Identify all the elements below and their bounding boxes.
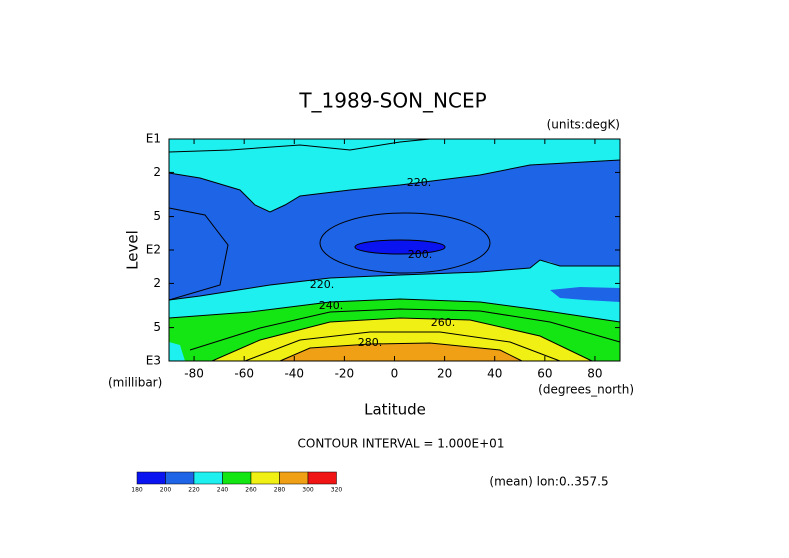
footnote: (mean) lon:0..357.5 [489, 475, 608, 489]
contour-line [168, 259, 620, 301]
y-tick-label: 2 [153, 276, 161, 290]
y-tick-label: 5 [153, 320, 161, 334]
x-tick-label: -40 [284, 367, 304, 381]
colorbar-box [222, 471, 252, 485]
x-tick-label: -20 [335, 367, 355, 381]
contour-line [211, 317, 593, 362]
y-unit-label: (millibar) [108, 376, 162, 390]
contour-line [168, 298, 621, 323]
colorbar-box [193, 471, 223, 485]
contour-line [168, 138, 431, 153]
x-tick-label: 20 [437, 367, 452, 381]
contour-label: 280. [358, 336, 383, 349]
colorbar-label: 280 [274, 487, 286, 494]
units-label: (units:degK) [547, 118, 620, 132]
contour-line [279, 342, 523, 362]
band [280, 343, 522, 361]
contour-line [354, 239, 446, 255]
colorbar-box [307, 471, 337, 485]
contour-line [168, 159, 621, 213]
colorbar-box [165, 471, 195, 485]
x-unit-label: (degrees_north) [538, 383, 634, 397]
contour-label: 260. [431, 316, 456, 329]
colorbar-label: 200 [160, 487, 172, 494]
x-tick-label: 60 [537, 367, 552, 381]
x-tick-label: -60 [234, 367, 254, 381]
contour-line [168, 207, 229, 301]
colorbar-label: 240 [217, 487, 229, 494]
y-tick-label: 2 [153, 165, 161, 179]
band [169, 139, 620, 212]
colorbar-box [279, 471, 309, 485]
x-tick-label: 80 [587, 367, 602, 381]
x-tick-label: 0 [391, 367, 399, 381]
contour-label: 220. [407, 176, 432, 189]
y-axis-label: Level [124, 230, 142, 270]
colorbar-box [136, 471, 166, 485]
contour-interval: CONTOUR INTERVAL = 1.000E+01 [298, 437, 505, 451]
contour-label: 220. [310, 278, 335, 291]
contour-line [189, 308, 621, 351]
contour-label: 240. [319, 299, 344, 312]
colorbar-label: 300 [302, 487, 314, 494]
y-tick-label: 5 [153, 209, 161, 223]
contour-line [319, 212, 491, 274]
y-tick-label: E1 [146, 132, 161, 146]
band [355, 240, 445, 254]
contour-line [244, 331, 561, 362]
y-tick-label: E2 [146, 243, 161, 257]
x-axis-label: Latitude [364, 401, 426, 419]
colorbar-box [250, 471, 280, 485]
plot-area: 220. 200. 220. 240. 260. 280. [168, 138, 621, 362]
chart-title: T_1989-SON_NCEP [298, 89, 486, 113]
y-tick-label: E3 [146, 354, 161, 368]
colorbar-label: 260 [245, 487, 257, 494]
x-tick-label: 40 [487, 367, 502, 381]
colorbar-label: 320 [331, 487, 343, 494]
band [550, 287, 620, 302]
contour-label: 200. [408, 248, 433, 261]
colorbar-label: 180 [131, 487, 143, 494]
x-tick-label: -80 [184, 367, 204, 381]
colorbar-label: 220 [188, 487, 200, 494]
